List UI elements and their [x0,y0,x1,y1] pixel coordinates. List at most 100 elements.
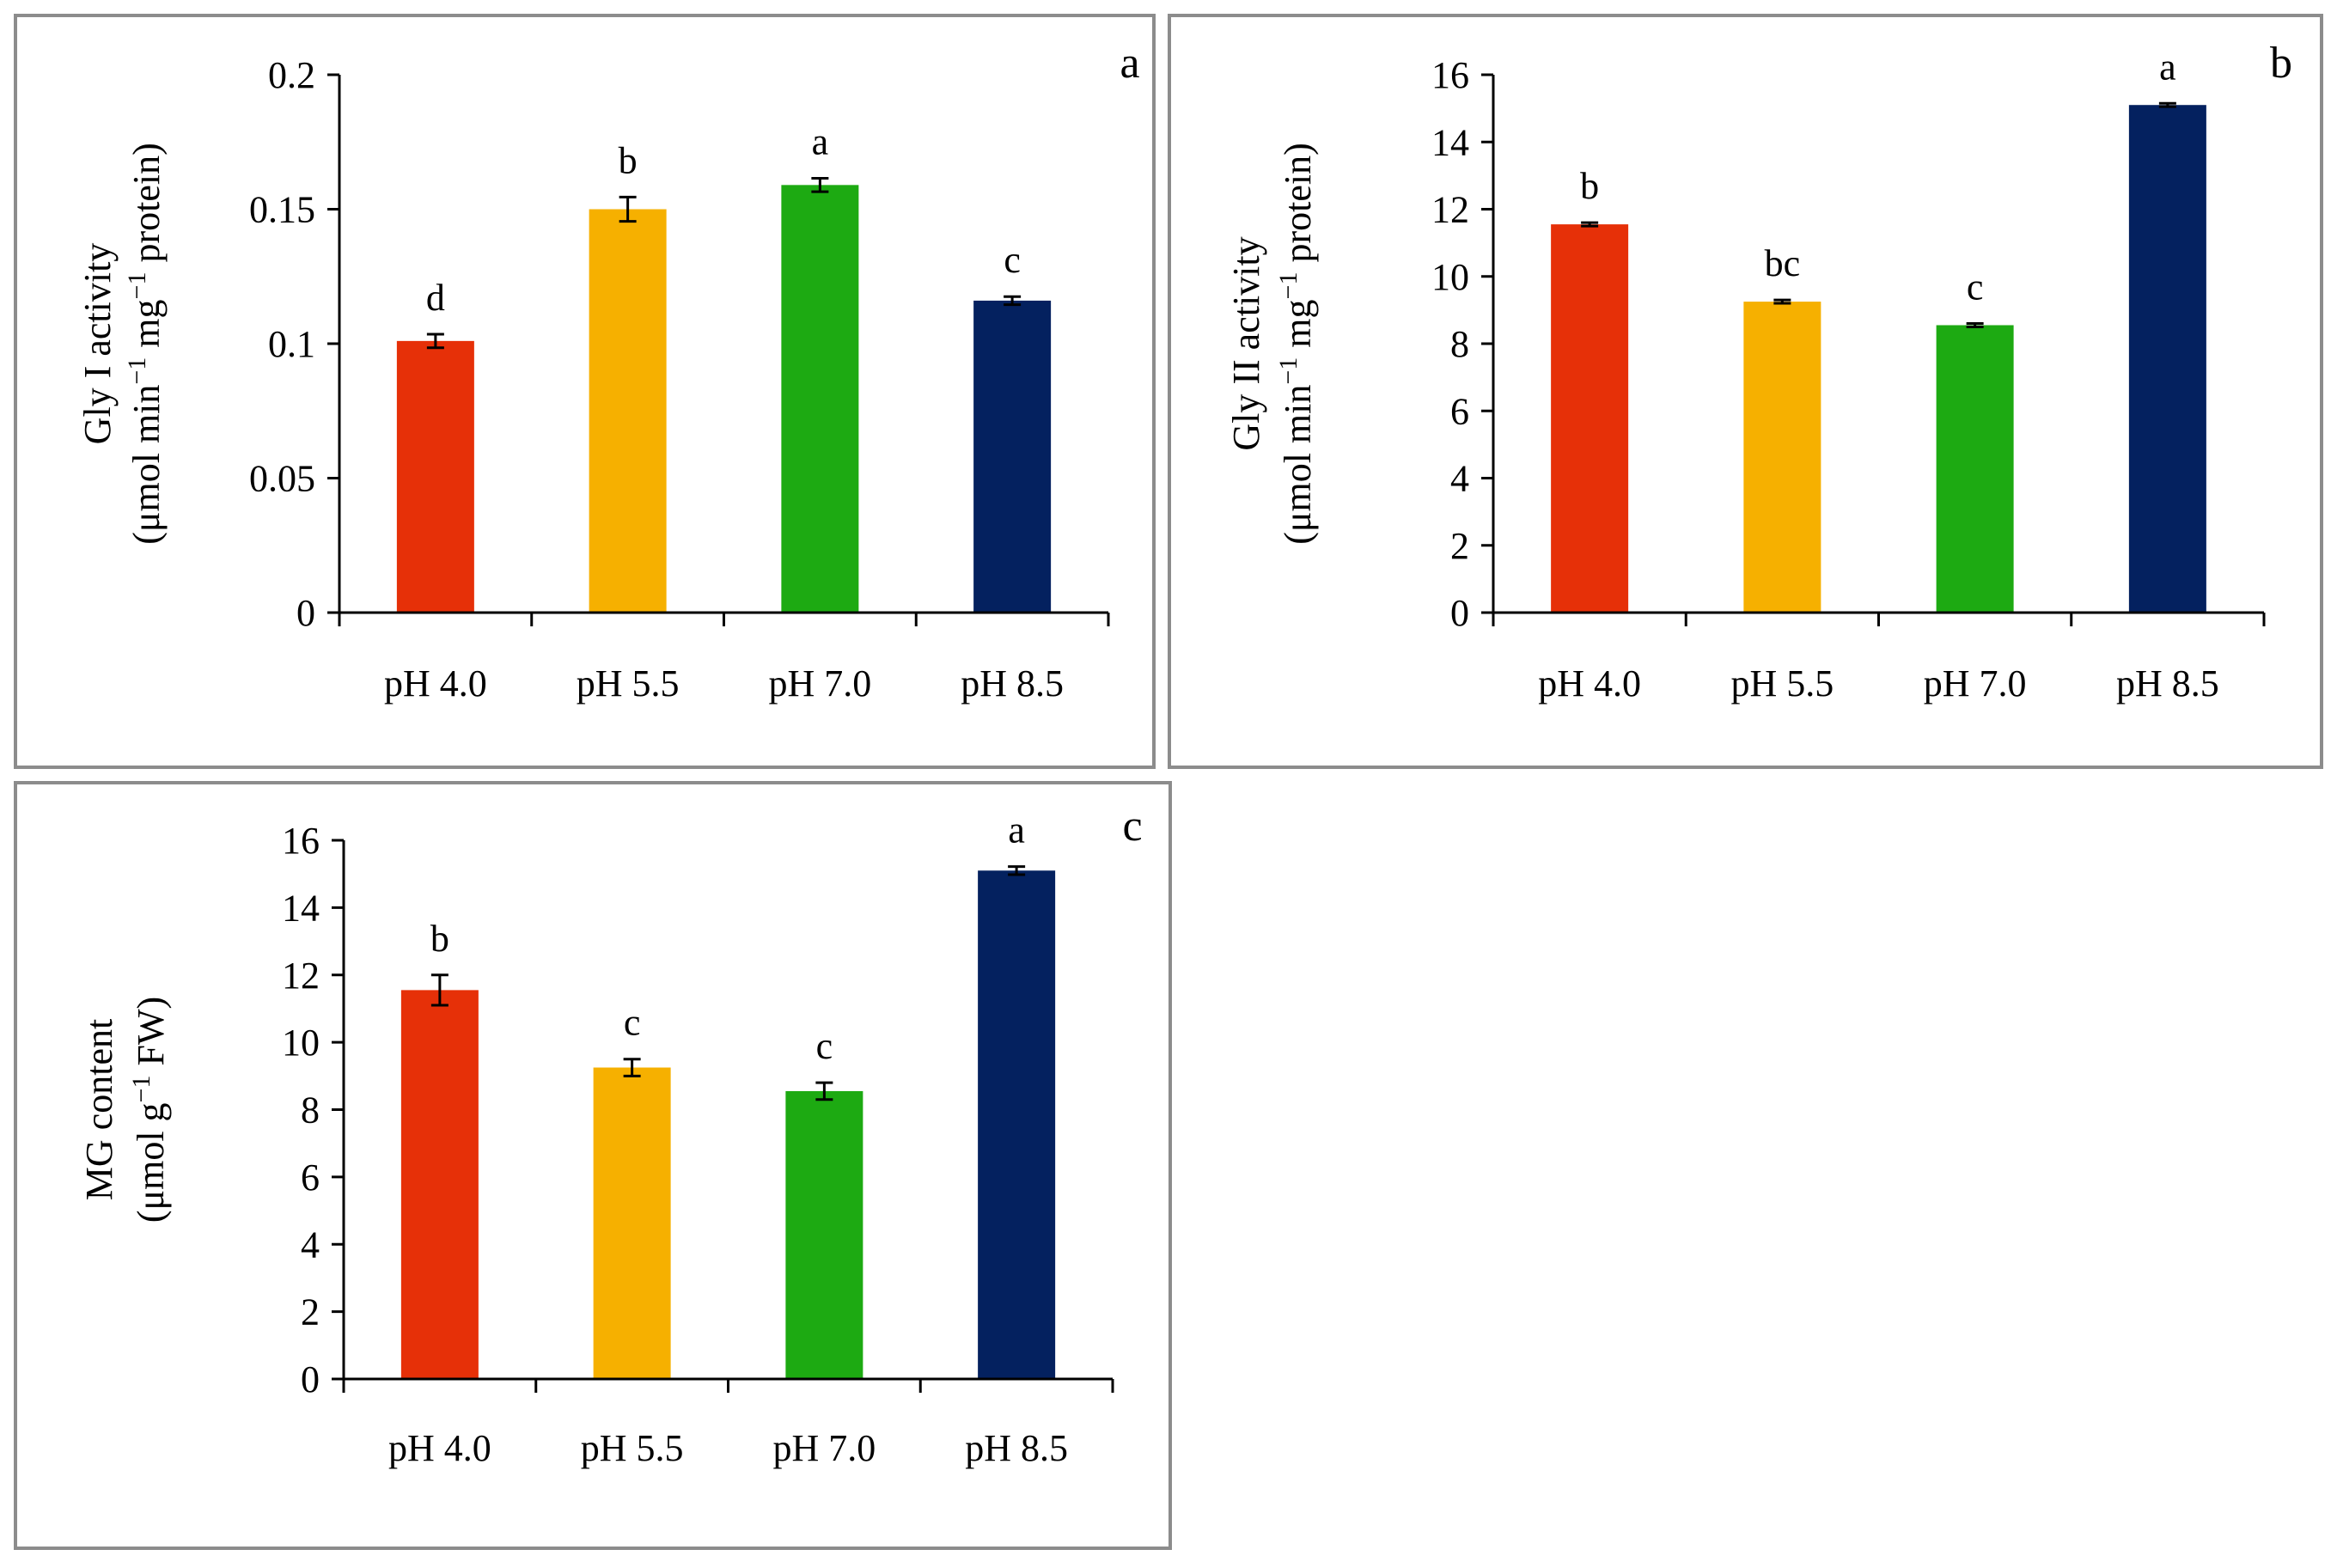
significance-label: c [1004,239,1021,281]
significance-label: c [624,1002,641,1044]
significance-label: c [816,1025,833,1067]
error-bar [1581,221,1599,228]
y-axis-title-superscript: −1 [123,357,151,385]
y-axis-title-part: (μmol min [125,385,168,545]
y-axis-title-superscript: −1 [1274,272,1303,300]
significance-label: d [426,277,445,319]
error-bar [426,333,444,350]
y-axis-title-superscript: −1 [123,272,151,300]
x-tick-label: pH 5.5 [1730,662,1834,705]
y-tick-label: 8 [301,1089,320,1132]
bar-pH-8_5 [973,300,1052,613]
x-tick-label: pH 4.0 [1538,662,1641,705]
x-tick-label: pH 7.0 [1924,662,2027,705]
x-tick-label: pH 8.5 [961,662,1064,705]
y-tick-label: 10 [282,1022,320,1064]
error-bar [1008,865,1026,876]
y-tick-label: 0.05 [249,458,315,500]
y-tick-label: 0.2 [268,54,315,96]
y-tick-label: 16 [282,820,320,862]
bar-pH-7_0 [1936,325,2014,613]
y-tick-label: 4 [301,1223,320,1266]
y-tick-label: 14 [1431,121,1469,163]
y-axis-title-part: (μmol g [130,1102,172,1223]
x-tick-label: pH 4.0 [384,662,487,705]
x-tick-label: pH 4.0 [388,1427,491,1469]
bar-pH-8_5 [2128,105,2206,613]
y-tick-label: 16 [1431,54,1469,96]
x-tick-label: pH 7.0 [768,662,871,705]
y-tick-label: 0 [301,1358,320,1400]
bar-pH-7_0 [781,185,859,613]
y-tick-label: 4 [1450,458,1469,500]
bar-pH-4_0 [396,340,474,613]
x-tick-label: pH 5.5 [581,1427,684,1469]
error-bar [619,195,637,223]
y-axis-title-part: (μmol min [1277,385,1319,545]
y-axis-title-superscript: −1 [127,1076,156,1103]
significance-label: b [430,918,449,960]
y-axis-title-line1: MG content [78,1019,120,1200]
y-axis-title-line1: Gly I activity [76,243,119,445]
panel-letter: c [1122,802,1142,851]
y-tick-label: 8 [1450,323,1469,365]
significance-label: a [2159,46,2176,88]
panel-letter: b [2270,39,2292,88]
error-bar [811,177,829,193]
bar-pH-5_5 [593,1067,671,1379]
significance-label: a [812,121,829,163]
bar-pH-8_5 [978,870,1056,1379]
y-axis-title-part: mg [1277,299,1319,357]
y-tick-label: 2 [301,1291,320,1333]
y-axis-title-part: mg [125,299,168,357]
y-axis-title-superscript: −1 [1274,357,1303,385]
y-tick-label: 0.1 [268,323,315,365]
y-tick-label: 12 [282,955,320,997]
significance-label: c [1967,266,1984,308]
x-tick-label: pH 8.5 [965,1427,1068,1469]
error-bar [430,973,448,1007]
panel-border [1168,14,2323,769]
y-tick-label: 0 [1450,592,1469,634]
panel-letter: a [1120,39,1139,88]
y-axis-title-part: FW) [130,997,172,1076]
panel-border [14,14,1156,769]
y-tick-label: 6 [301,1156,320,1199]
y-tick-label: 0 [296,592,315,634]
bar-pH-4_0 [1551,224,1629,613]
panel-a: 0 0.05 0.1 0.15 0.2 pH 4.0 pH 5.5 pH 7.0 pH 8.5 d… [14,14,1156,769]
x-tick-label: pH 5.5 [577,662,680,705]
panel-border [14,781,1172,1550]
significance-label: b [1580,165,1599,207]
y-tick-label: 0.15 [249,189,315,231]
y-tick-label: 6 [1450,390,1469,432]
error-bar [623,1058,641,1077]
bar-pH-5_5 [1743,302,1821,613]
y-axis-title-line2: (μmol g−1 FW) [127,997,173,1223]
error-bar [815,1081,833,1101]
y-tick-label: 10 [1431,256,1469,298]
significance-label: a [1008,809,1025,851]
bar-pH-5_5 [589,209,667,613]
x-tick-label: pH 8.5 [2116,662,2219,705]
error-bar [1773,298,1791,305]
significance-label: bc [1765,242,1801,284]
y-axis-title-line1: Gly II activity [1225,236,1267,450]
x-tick-label: pH 7.0 [772,1427,876,1469]
error-bar [1004,295,1022,307]
y-tick-label: 12 [1431,189,1469,231]
error-bar [2158,101,2176,108]
y-tick-label: 14 [282,887,320,929]
significance-label: b [619,139,638,181]
error-bar [1966,322,1984,328]
y-axis-title-line2: (μmol min−1 mg−1 protein) [1274,143,1320,545]
y-tick-label: 2 [1450,525,1469,567]
y-axis-title-part: protein) [1277,143,1319,272]
bar-pH-7_0 [785,1090,863,1379]
bar-pH-4_0 [400,990,479,1379]
y-axis-title-part: protein) [125,143,168,272]
panel-c: 0 2 4 6 8 10 12 14 16 pH 4.0 pH 5.5 pH 7.0 pH 8.5 b c c… [14,781,1172,1550]
